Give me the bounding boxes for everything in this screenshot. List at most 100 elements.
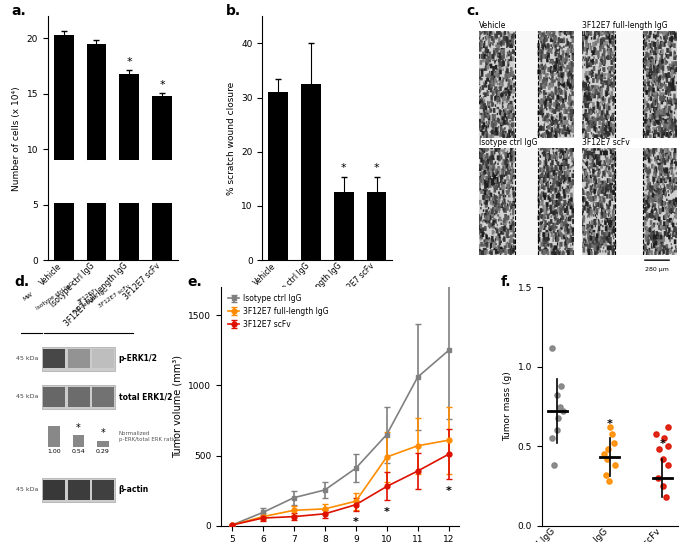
Text: β-actin: β-actin — [119, 486, 149, 494]
Bar — [152, 205, 172, 260]
Text: *: * — [660, 440, 665, 449]
Bar — [68, 388, 90, 406]
Text: total ERK1/2: total ERK1/2 — [119, 392, 172, 402]
Bar — [68, 480, 90, 500]
Y-axis label: % scratch wound closure: % scratch wound closure — [227, 82, 236, 195]
Bar — [54, 35, 73, 260]
Bar — [92, 388, 114, 406]
Bar — [152, 96, 172, 260]
Bar — [119, 74, 139, 260]
Bar — [334, 192, 353, 260]
Text: *: * — [160, 80, 165, 90]
Point — [555, 402, 566, 411]
Bar — [43, 480, 65, 500]
Point — [662, 423, 673, 431]
Point — [658, 482, 669, 491]
Text: 3F12E7
full-length IgG: 3F12E7 full-length IgG — [68, 282, 109, 315]
Text: *: * — [76, 423, 81, 433]
Text: f.: f. — [501, 275, 511, 289]
Legend: Isotype ctrl IgG, 3F12E7 full-length IgG, 3F12E7 scFv: Isotype ctrl IgG, 3F12E7 full-length IgG… — [225, 291, 332, 332]
Bar — [73, 435, 84, 447]
Text: *: * — [101, 428, 105, 438]
Point — [601, 470, 612, 479]
Text: *: * — [384, 507, 390, 517]
Text: 3F12E7 scFv: 3F12E7 scFv — [98, 284, 131, 309]
Point — [552, 414, 563, 422]
Point — [662, 461, 673, 470]
Point — [603, 445, 614, 454]
Point — [653, 445, 664, 454]
Text: *: * — [446, 486, 451, 496]
Bar — [97, 441, 109, 447]
Text: MW: MW — [22, 291, 34, 302]
Bar — [87, 205, 106, 260]
Text: Vehicle: Vehicle — [479, 21, 506, 30]
Bar — [301, 84, 321, 260]
Text: 45 kDa: 45 kDa — [16, 356, 38, 362]
Text: 45 kDa: 45 kDa — [16, 487, 38, 493]
Point — [604, 477, 615, 486]
Text: 280 μm: 280 μm — [645, 267, 669, 273]
Text: *: * — [353, 517, 359, 527]
Text: Normalized
p-ERK/total ERK ratio: Normalized p-ERK/total ERK ratio — [119, 431, 176, 442]
Text: 3F12E7 full-length IgG: 3F12E7 full-length IgG — [582, 21, 667, 30]
Point — [662, 442, 673, 450]
Bar — [87, 44, 106, 260]
Text: d.: d. — [14, 275, 29, 289]
Point — [660, 493, 671, 501]
Point — [608, 438, 619, 447]
Point — [551, 391, 562, 399]
Bar — [269, 92, 288, 260]
Point — [604, 423, 615, 431]
Point — [547, 434, 558, 443]
Text: *: * — [341, 163, 347, 173]
Text: 3F12E7 scFv: 3F12E7 scFv — [582, 138, 630, 147]
Text: a.: a. — [12, 4, 26, 18]
Bar — [68, 349, 90, 369]
Text: b.: b. — [226, 4, 241, 18]
Bar — [92, 480, 114, 500]
Bar — [366, 192, 386, 260]
Text: *: * — [127, 57, 132, 67]
Bar — [119, 205, 139, 260]
Text: *: * — [607, 419, 613, 429]
Point — [601, 455, 612, 463]
Point — [547, 343, 558, 352]
Point — [658, 455, 669, 463]
Text: Isotype ctrl IgG: Isotype ctrl IgG — [479, 138, 537, 147]
Text: 0.29: 0.29 — [96, 449, 110, 454]
Y-axis label: Number of cells (x 10⁴): Number of cells (x 10⁴) — [12, 86, 21, 191]
Text: Isotype ctrl IgG: Isotype ctrl IgG — [35, 281, 75, 312]
Bar — [54, 160, 73, 203]
Text: 45 kDa: 45 kDa — [16, 395, 38, 399]
Text: *: * — [374, 163, 379, 173]
Point — [651, 429, 662, 438]
Bar — [43, 349, 65, 369]
Y-axis label: Tumor volume (mm³): Tumor volume (mm³) — [173, 355, 183, 458]
Bar — [119, 160, 139, 203]
Bar — [152, 160, 172, 203]
Point — [652, 474, 663, 482]
Bar — [54, 205, 73, 260]
Bar — [48, 425, 60, 447]
Text: 1.00: 1.00 — [47, 449, 61, 454]
Point — [658, 434, 669, 443]
Bar — [87, 160, 106, 203]
Point — [558, 407, 569, 416]
Point — [549, 461, 560, 470]
Text: e.: e. — [188, 275, 203, 289]
Point — [607, 429, 618, 438]
Text: p-ERK1/2: p-ERK1/2 — [119, 354, 158, 363]
Bar — [42, 385, 115, 409]
Bar — [42, 478, 115, 502]
Point — [599, 450, 610, 459]
Y-axis label: Tumor mass (g): Tumor mass (g) — [503, 372, 512, 441]
Point — [552, 426, 563, 435]
Bar — [43, 388, 65, 406]
Text: 0.54: 0.54 — [72, 449, 86, 454]
Point — [556, 382, 566, 390]
Bar — [92, 349, 114, 369]
Point — [610, 461, 621, 470]
Bar — [42, 347, 115, 371]
Text: c.: c. — [466, 4, 480, 18]
